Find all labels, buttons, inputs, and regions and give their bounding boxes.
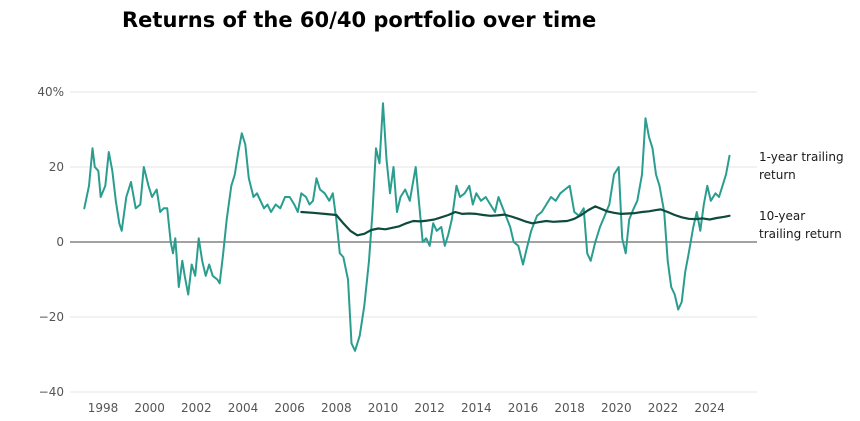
x-tick-label: 2014 — [461, 401, 492, 415]
x-tick-label: 2010 — [368, 401, 399, 415]
y-tick-label: 0 — [56, 235, 64, 249]
x-tick-label: 2018 — [554, 401, 585, 415]
x-tick-label: 2020 — [601, 401, 632, 415]
series-label-1-year: return — [759, 168, 796, 182]
x-tick-label: 2016 — [508, 401, 539, 415]
x-tick-label: 2000 — [134, 401, 165, 415]
y-tick-label: −20 — [39, 310, 64, 324]
series-label-10-year: trailing return — [759, 227, 842, 241]
x-tick-label: 2024 — [694, 401, 725, 415]
x-tick-label: 2006 — [274, 401, 305, 415]
series-label-1-year: 1-year trailing — [759, 150, 844, 164]
chart-title: Returns of the 60/40 portfolio over time — [122, 8, 597, 32]
y-tick-label: −40 — [39, 385, 64, 399]
x-tick-label: 2012 — [414, 401, 445, 415]
x-tick-label: 2004 — [228, 401, 259, 415]
x-tick-label: 1998 — [88, 401, 119, 415]
series-label-10-year: 10-year — [759, 209, 805, 223]
y-tick-label: 20 — [49, 160, 64, 174]
series-line-10-year — [300, 205, 731, 237]
x-tick-label: 2002 — [181, 401, 212, 415]
x-tick-label: 2008 — [321, 401, 352, 415]
y-tick-label: 40% — [37, 85, 64, 99]
x-tick-label: 2022 — [648, 401, 679, 415]
series-line-1-year — [83, 102, 731, 352]
